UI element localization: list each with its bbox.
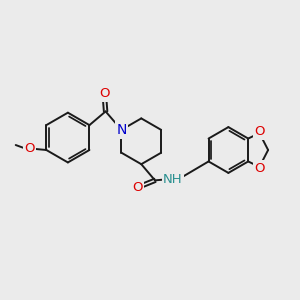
Text: O: O: [255, 162, 265, 175]
Text: O: O: [99, 87, 110, 100]
Text: NH: NH: [163, 172, 183, 186]
Text: O: O: [24, 142, 35, 155]
Text: O: O: [132, 181, 142, 194]
Text: N: N: [116, 123, 127, 137]
Text: O: O: [255, 125, 265, 138]
